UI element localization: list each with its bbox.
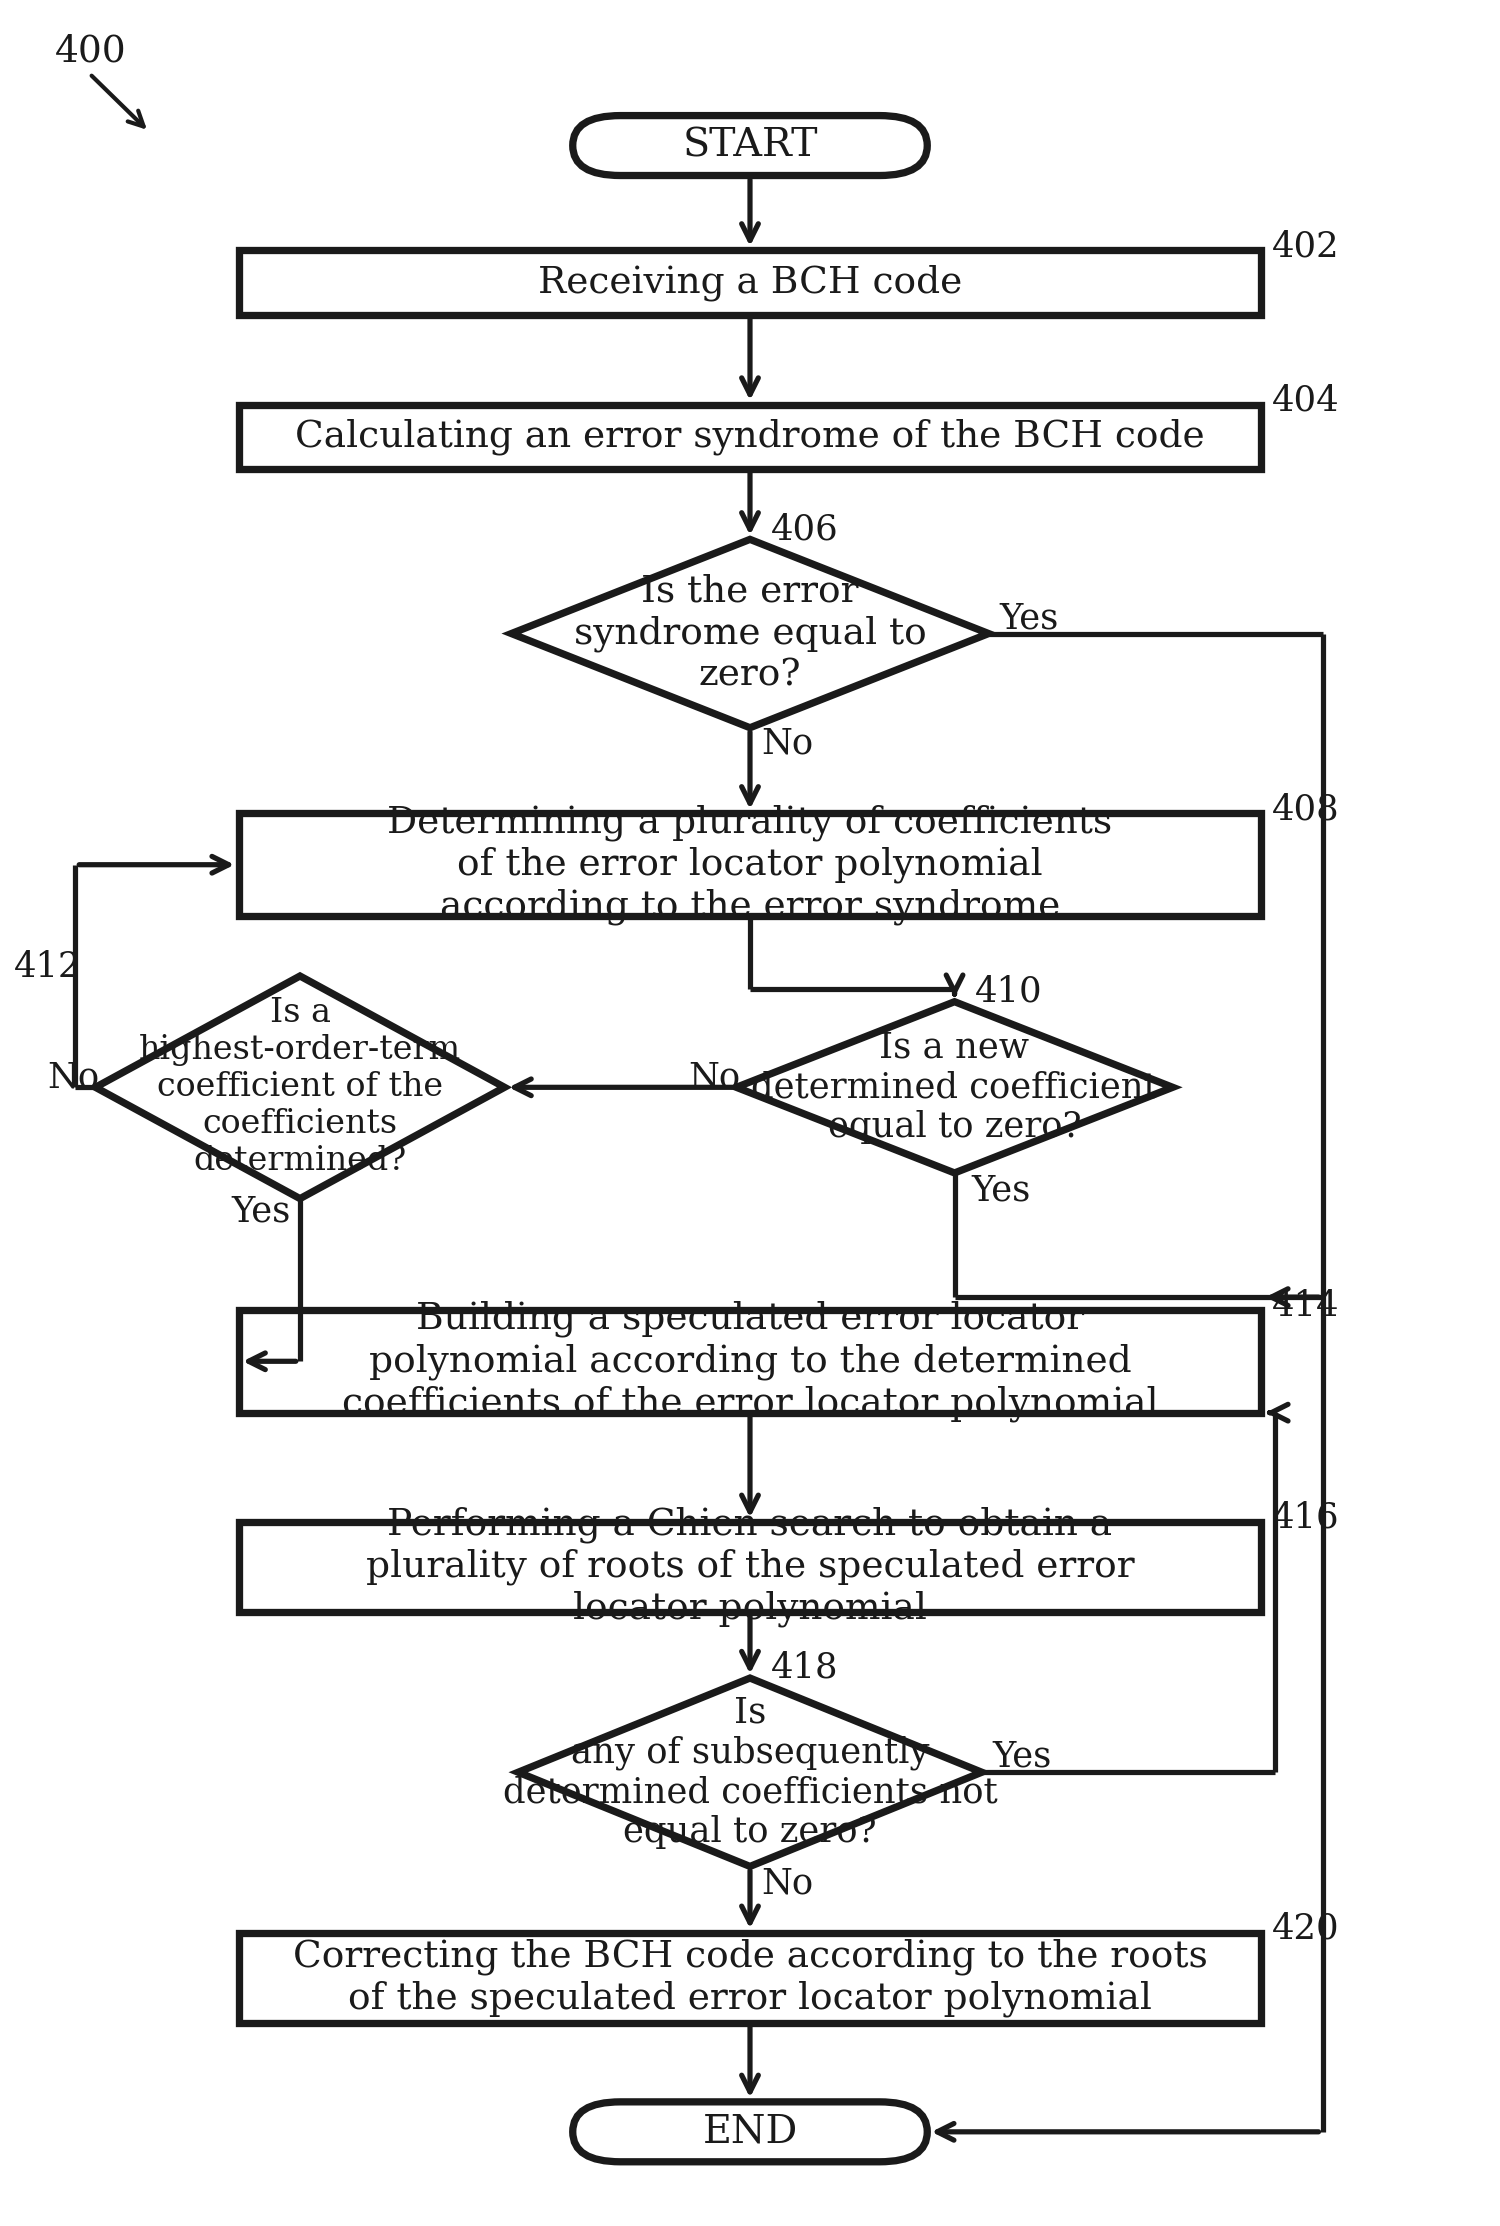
- Polygon shape: [96, 975, 504, 1198]
- Text: 406: 406: [771, 512, 838, 545]
- Text: Is a
highest-order-term
coefficient of the
coefficients
determined?: Is a highest-order-term coefficient of t…: [140, 997, 460, 1178]
- Text: 404: 404: [1272, 383, 1340, 416]
- FancyBboxPatch shape: [238, 405, 1262, 470]
- Text: END: END: [702, 2112, 798, 2150]
- Text: Yes: Yes: [999, 601, 1059, 634]
- Text: 402: 402: [1272, 229, 1340, 263]
- Text: Yes: Yes: [993, 1741, 1052, 1774]
- Text: No: No: [760, 1868, 813, 1901]
- Text: Is the error
syndrome equal to
zero?: Is the error syndrome equal to zero?: [573, 574, 927, 695]
- FancyBboxPatch shape: [238, 1309, 1262, 1414]
- Text: 418: 418: [771, 1652, 838, 1685]
- Text: Correcting the BCH code according to the roots
of the speculated error locator p: Correcting the BCH code according to the…: [292, 1939, 1208, 2017]
- Polygon shape: [518, 1678, 982, 1865]
- FancyBboxPatch shape: [238, 812, 1262, 917]
- Text: Building a speculated error locator
polynomial according to the determined
coeff: Building a speculated error locator poly…: [342, 1300, 1158, 1422]
- Text: 420: 420: [1272, 1912, 1340, 1946]
- Text: Yes: Yes: [232, 1195, 291, 1229]
- Text: START: START: [682, 127, 818, 165]
- Text: Yes: Yes: [970, 1173, 1030, 1206]
- Polygon shape: [736, 1002, 1173, 1173]
- Polygon shape: [512, 539, 988, 728]
- Text: 414: 414: [1272, 1289, 1340, 1322]
- Text: Receiving a BCH code: Receiving a BCH code: [538, 265, 962, 301]
- FancyBboxPatch shape: [238, 252, 1262, 314]
- Text: Performing a Chien search to obtain a
plurality of roots of the speculated error: Performing a Chien search to obtain a pl…: [366, 1507, 1134, 1627]
- FancyBboxPatch shape: [573, 2101, 927, 2161]
- Text: No: No: [48, 1060, 100, 1093]
- FancyBboxPatch shape: [238, 1523, 1262, 1612]
- Text: Calculating an error syndrome of the BCH code: Calculating an error syndrome of the BCH…: [296, 418, 1204, 454]
- Text: 412: 412: [13, 951, 81, 984]
- Text: No: No: [688, 1060, 741, 1093]
- Text: 416: 416: [1272, 1500, 1340, 1534]
- Text: 400: 400: [54, 33, 126, 69]
- FancyBboxPatch shape: [238, 1932, 1262, 2023]
- Text: Is
any of subsequently
determined coefficients not
equal to zero?: Is any of subsequently determined coeffi…: [503, 1696, 998, 1848]
- Text: Determining a plurality of coefficients
of the error locator polynomial
accordin: Determining a plurality of coefficients …: [387, 804, 1113, 926]
- Text: Is a new
determined coefficient
equal to zero?: Is a new determined coefficient equal to…: [752, 1031, 1158, 1144]
- Text: 408: 408: [1272, 792, 1340, 826]
- Text: No: No: [760, 726, 813, 759]
- Text: 410: 410: [975, 975, 1042, 1008]
- FancyBboxPatch shape: [573, 116, 927, 176]
